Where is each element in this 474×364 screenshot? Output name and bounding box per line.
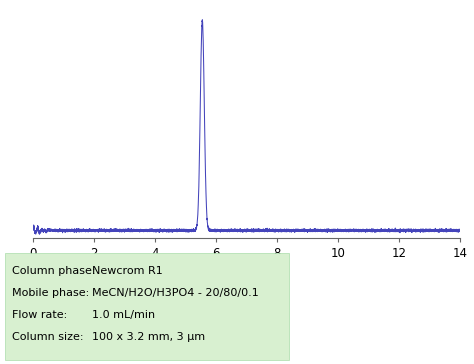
Text: Newcrom R1: Newcrom R1 bbox=[92, 266, 163, 276]
Text: MeCN/H2O/H3PO4 - 20/80/0.1: MeCN/H2O/H3PO4 - 20/80/0.1 bbox=[92, 288, 259, 298]
Text: Column phase:: Column phase: bbox=[12, 266, 95, 276]
Text: Mobile phase:: Mobile phase: bbox=[12, 288, 89, 298]
Text: 100 x 3.2 mm, 3 μm: 100 x 3.2 mm, 3 μm bbox=[92, 332, 206, 342]
Text: Flow rate:: Flow rate: bbox=[12, 310, 67, 320]
Text: 1.0 mL/min: 1.0 mL/min bbox=[92, 310, 155, 320]
Text: Column size:: Column size: bbox=[12, 332, 83, 342]
